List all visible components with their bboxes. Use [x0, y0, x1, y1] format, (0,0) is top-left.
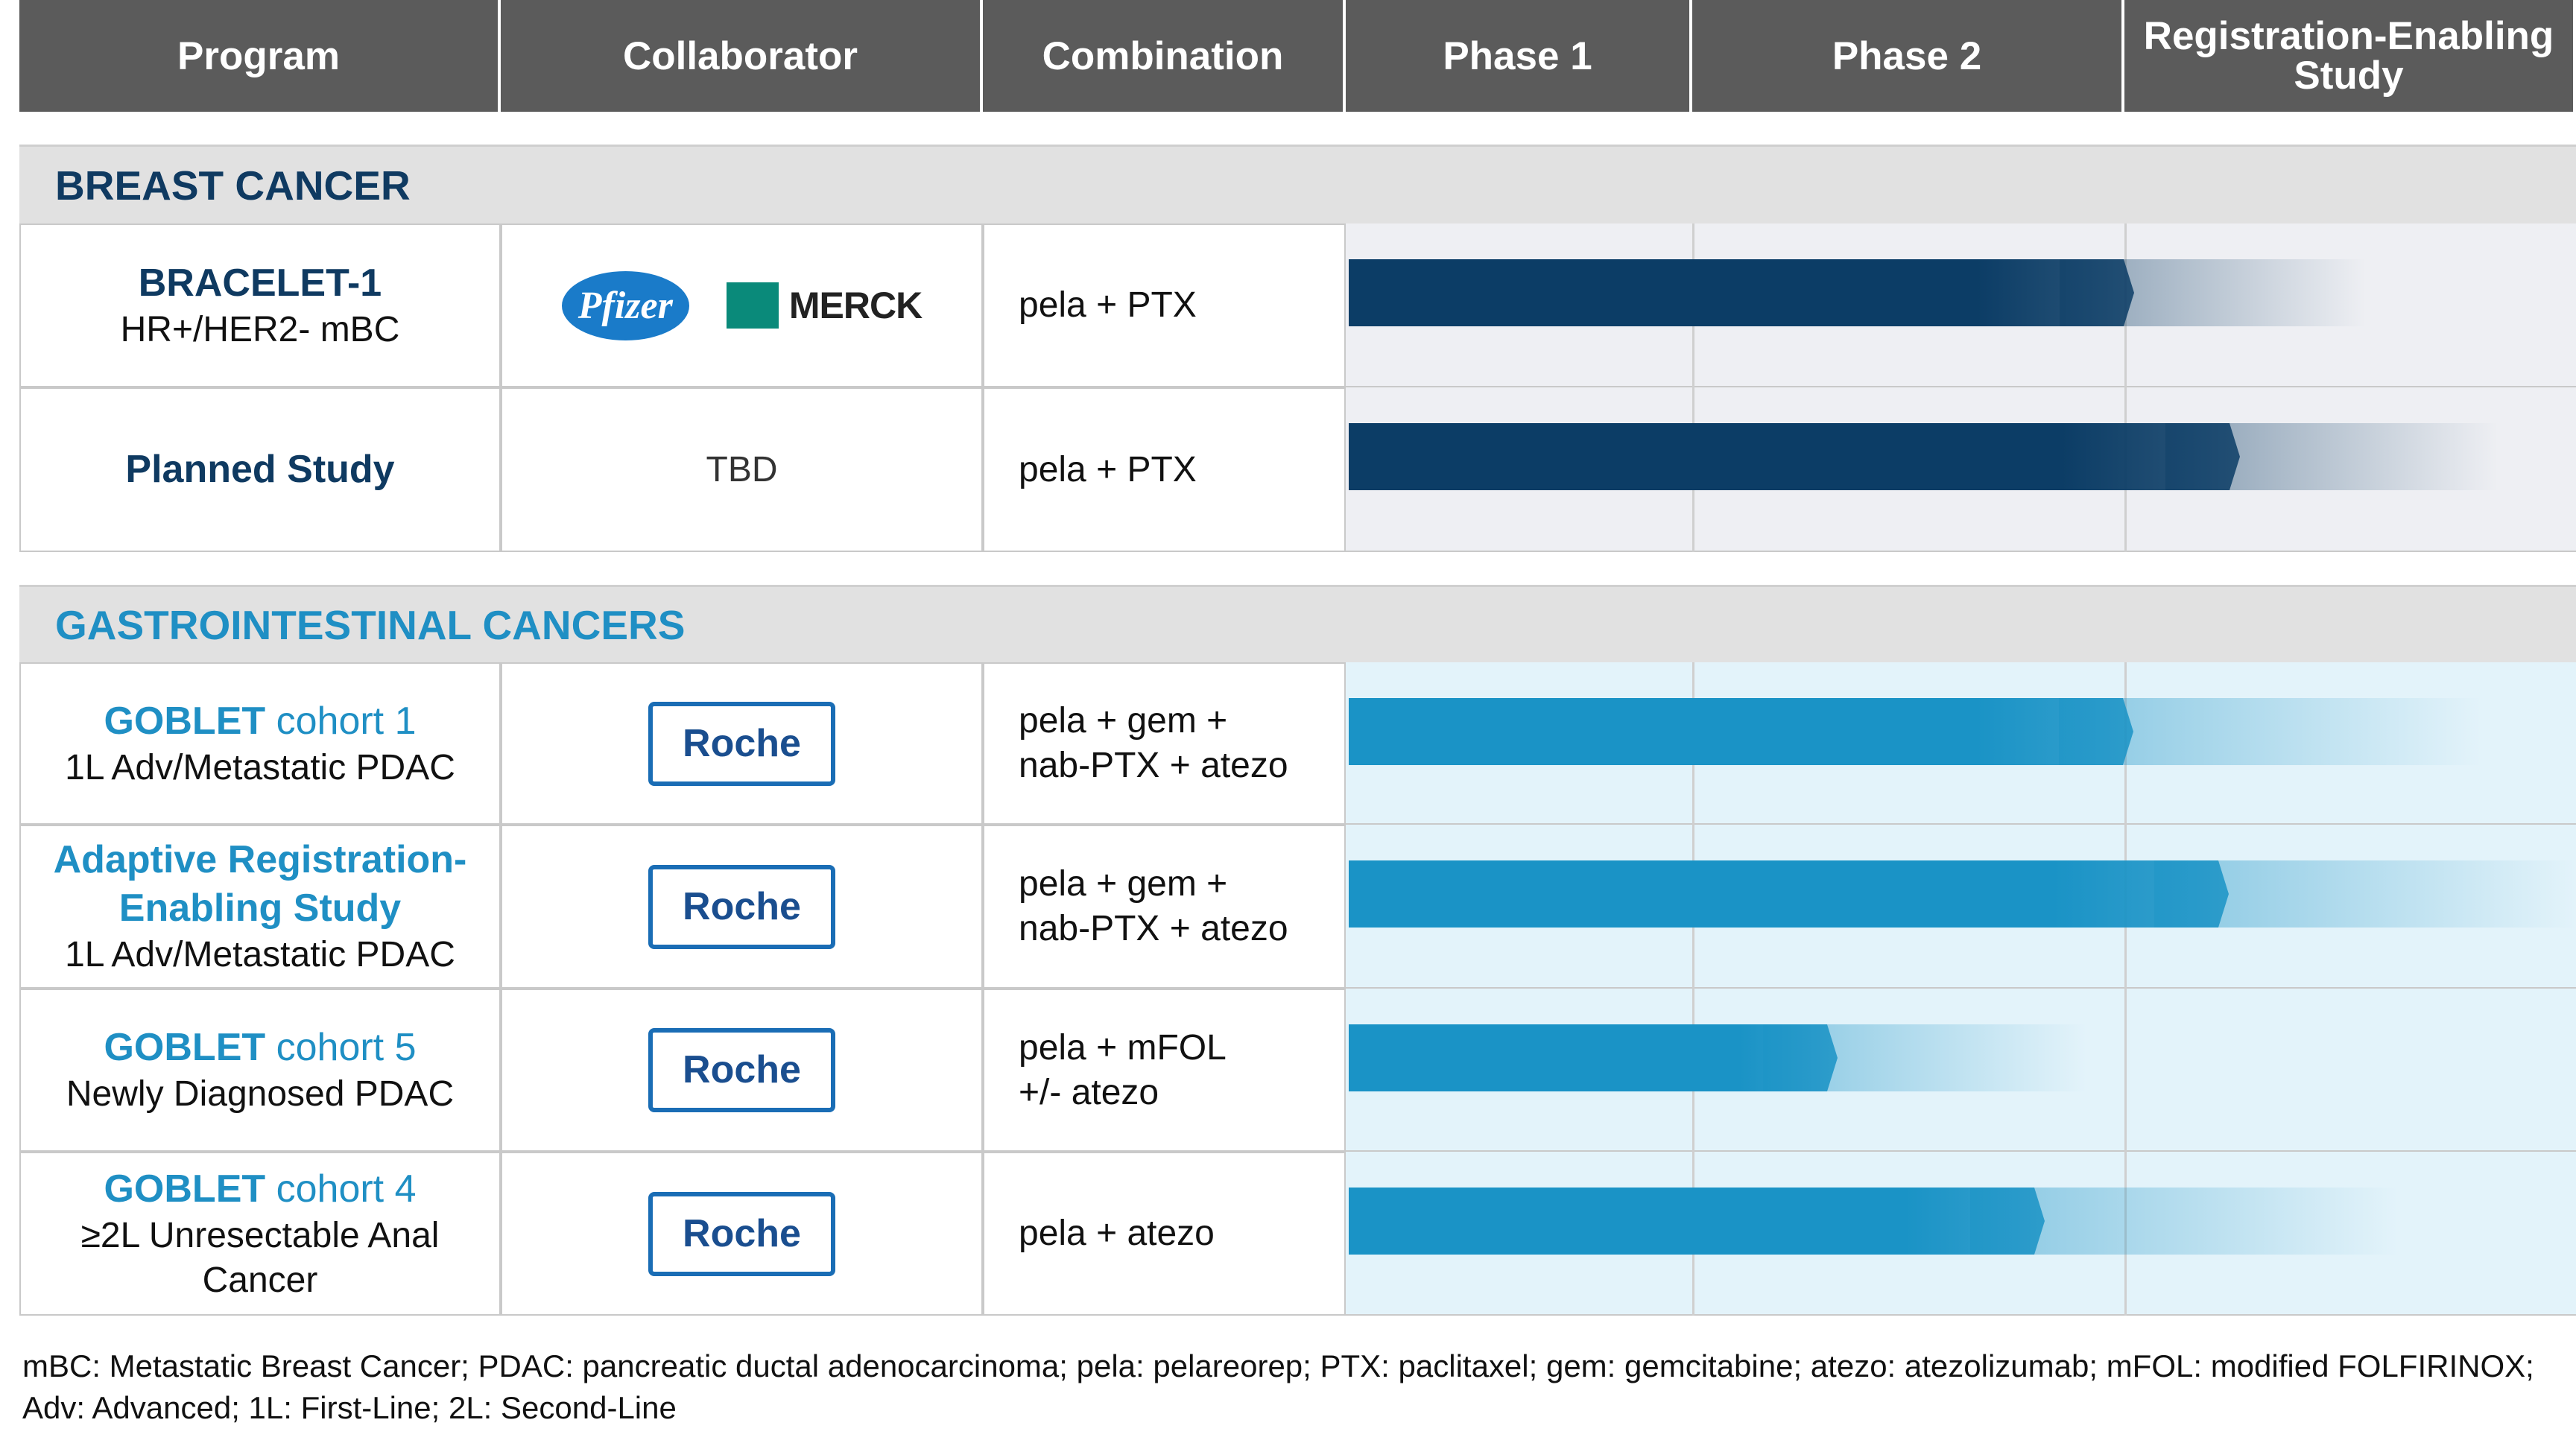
progress-bar: [1349, 1188, 2045, 1255]
header-cell: Collaborator: [501, 0, 983, 112]
table-cell: Roche: [501, 989, 983, 1152]
table-cell: pela + mFOL +/- atezo: [983, 989, 1346, 1152]
combination-line: pela + gem +: [1019, 862, 1227, 907]
program-subtitle: HR+/HER2- mBC: [91, 308, 430, 352]
collaborator-logo: MERCK: [726, 282, 923, 329]
combination-text: pela + gem +: [1019, 701, 1228, 741]
combination-text: pela + gem +: [1019, 864, 1228, 904]
combination-text: pela + mFOL: [1019, 1027, 1227, 1068]
combination-line: nab-PTX + atezo: [1019, 743, 1288, 788]
progress-bar: [1349, 423, 2240, 490]
combination-text: pela + PTX: [1019, 285, 1197, 325]
program-subtitle-text: ≥2L Unresectable Anal Cancer: [80, 1215, 440, 1300]
combination-line: pela + PTX: [1019, 283, 1197, 328]
table-cell: GOBLET cohort 4 ≥2L Unresectable Anal Can…: [19, 1152, 501, 1316]
header-cell: Phase 1: [1346, 0, 1692, 112]
combination-line: +/- atezo: [1019, 1071, 1159, 1115]
collaborator-logo: Roche: [648, 701, 835, 786]
table-cell: pela + PTX: [983, 387, 1346, 552]
program-name: Adaptive Registration-Enabling Study: [53, 838, 467, 930]
header-cell: Phase 2: [1692, 0, 2124, 112]
program-name: Planned Study: [125, 448, 395, 491]
table-cell: Roche: [501, 662, 983, 825]
program-name: GOBLET: [104, 1167, 266, 1211]
collaborator-logo: Roche: [648, 1028, 835, 1112]
collaborator-logo: Roche: [648, 1191, 835, 1276]
section-title: GASTROINTESTINAL CANCERS: [19, 585, 2576, 662]
program-subtitle-text: 1L Adv/Metastatic PDAC: [65, 935, 455, 974]
program-line: GOBLET cohort 1: [104, 697, 416, 746]
program-line: BRACELET-1: [139, 259, 382, 308]
progress-bar: [1349, 259, 2134, 326]
combination-line: pela + atezo: [1019, 1211, 1215, 1256]
table-cell: pela + atezo: [983, 1152, 1346, 1316]
program-subtitle: 1L Adv/Metastatic PDAC: [35, 933, 485, 977]
phase-divider: [2124, 1152, 2127, 1316]
table-cell: Pfizer MERCK: [501, 223, 983, 387]
collaborator-logo: TBD: [706, 449, 778, 489]
program-cohort: cohort 5: [265, 1026, 417, 1069]
combination-text: pela + PTX: [1019, 449, 1197, 489]
table-cell: BRACELET-1 HR+/HER2- mBC: [19, 223, 501, 387]
combination-line: pela + gem +: [1019, 699, 1227, 743]
table-cell: Adaptive Registration-Enabling Study 1L A…: [19, 825, 501, 989]
program-name: GOBLET: [104, 699, 266, 743]
phase-divider: [2124, 989, 2127, 1152]
program-cohort: cohort 1: [265, 699, 417, 743]
header-cell: Combination: [983, 0, 1346, 112]
section-title: BREAST CANCER: [19, 145, 2576, 223]
program-line: GOBLET cohort 4: [104, 1165, 416, 1214]
program-subtitle: 1L Adv/Metastatic PDAC: [35, 746, 485, 790]
progress-bar: [1349, 698, 2133, 765]
table-cell: pela + gem + nab-PTX + atezo: [983, 662, 1346, 825]
table-cell: TBD: [501, 387, 983, 552]
combination-text: nab-PTX + atezo: [1019, 909, 1288, 948]
progress-bar: [1349, 860, 2229, 928]
table-cell: GOBLET cohort 1 1L Adv/Metastatic PDAC: [19, 662, 501, 825]
table-cell: Roche: [501, 1152, 983, 1316]
program-name: BRACELET-1: [138, 261, 382, 305]
program-name: GOBLET: [104, 1026, 266, 1069]
table-cell: Roche: [501, 825, 983, 989]
table-cell: pela + PTX: [983, 223, 1346, 387]
table-cell: pela + gem + nab-PTX + atezo: [983, 825, 1346, 989]
table-cell: Planned Study: [19, 387, 501, 552]
program-cohort: cohort 4: [265, 1167, 417, 1211]
program-line: GOBLET cohort 5: [104, 1024, 416, 1072]
combination-text: pela + atezo: [1019, 1214, 1215, 1253]
program-line: Adaptive Registration-Enabling Study: [21, 836, 499, 933]
program-subtitle: ≥2L Unresectable Anal Cancer: [21, 1214, 499, 1303]
combination-line: pela + PTX: [1019, 448, 1197, 492]
header-cell: Registration-Enabling Study: [2124, 0, 2576, 112]
program-subtitle-text: HR+/HER2- mBC: [120, 309, 400, 349]
program-subtitle-text: Newly Diagnosed PDAC: [66, 1074, 455, 1114]
collaborator-logo: Roche: [648, 864, 835, 949]
combination-line: nab-PTX + atezo: [1019, 907, 1288, 951]
progress-bar: [1349, 1024, 1838, 1091]
program-subtitle: Newly Diagnosed PDAC: [37, 1072, 484, 1117]
combination-text: +/- atezo: [1019, 1072, 1159, 1112]
table-cell: GOBLET cohort 5 Newly Diagnosed PDAC: [19, 989, 501, 1152]
combination-text: nab-PTX + atezo: [1019, 746, 1288, 785]
combination-line: pela + mFOL: [1019, 1026, 1227, 1071]
program-subtitle-text: 1L Adv/Metastatic PDAC: [65, 747, 455, 787]
footnote: mBC: Metastatic Breast Cancer; PDAC: pan…: [22, 1348, 2534, 1425]
collaborator-logo: Pfizer: [561, 270, 689, 340]
header-cell: Program: [19, 0, 501, 112]
program-line: Planned Study: [125, 446, 394, 494]
